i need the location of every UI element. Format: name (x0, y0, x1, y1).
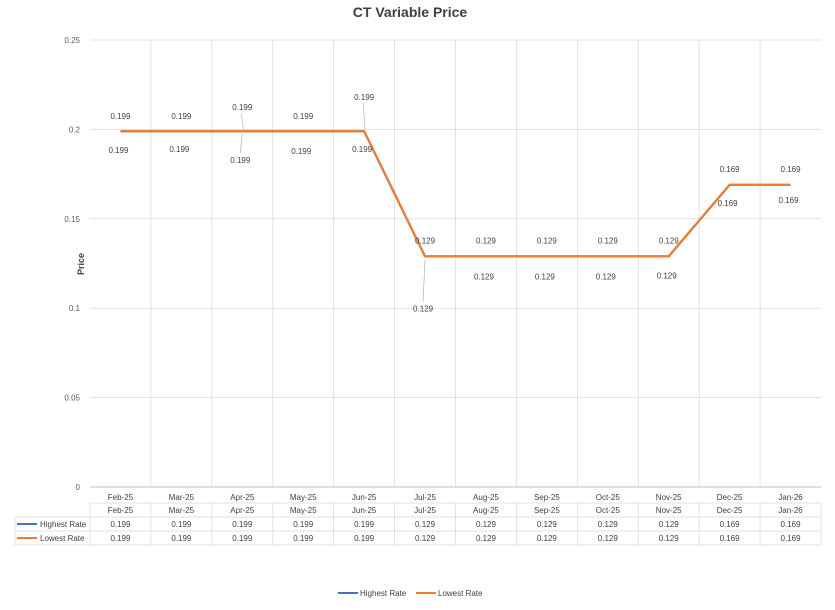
x-tick-label: Apr-25 (230, 493, 255, 502)
data-label-highest: 0.169 (720, 165, 741, 174)
table-value-cell: 0.129 (415, 534, 436, 543)
x-tick-label: Mar-25 (169, 493, 195, 502)
data-label-highest: 0.129 (415, 236, 436, 245)
table-value-cell: 0.199 (171, 534, 192, 543)
data-label-lowest: 0.129 (474, 272, 495, 281)
table-series-name: Highest Rate (40, 520, 87, 529)
y-tick-label: 0 (76, 483, 81, 492)
table-series-name: Lowest Rate (40, 534, 85, 543)
gridlines (90, 40, 821, 487)
table-header-cell: Dec-25 (717, 506, 743, 515)
table-header-cell: Jan-26 (778, 506, 803, 515)
table-value-cell: 0.199 (293, 520, 314, 529)
x-tick-label: Nov-25 (656, 493, 682, 502)
data-label-lowest: 0.199 (291, 147, 312, 156)
table-value-cell: 0.169 (720, 534, 741, 543)
table-header-cell: May-25 (290, 506, 317, 515)
table-value-cell: 0.169 (781, 520, 802, 529)
x-tick-label: Dec-25 (717, 493, 743, 502)
table-header-cell: Oct-25 (596, 506, 621, 515)
table-header-cell: Apr-25 (230, 506, 255, 515)
data-label-lowest: 0.129 (413, 304, 434, 313)
data-label-highest: 0.199 (171, 112, 192, 121)
data-label-highest: 0.129 (537, 236, 558, 245)
table-header-cell: Sep-25 (534, 506, 560, 515)
table-value-cell: 0.129 (659, 534, 680, 543)
legend: Highest Rate Lowest Rate (338, 589, 483, 598)
data-label-lowest: 0.169 (718, 199, 739, 208)
data-label-lowest: 0.199 (108, 146, 129, 155)
data-label-highest: 0.199 (354, 93, 375, 102)
x-tick-label: Sep-25 (534, 493, 560, 502)
y-tick-label: 0.1 (69, 304, 81, 313)
data-label-highest: 0.129 (476, 236, 497, 245)
leader-line (423, 259, 425, 301)
x-tick-label: Jun-25 (352, 493, 377, 502)
y-tick-label: 0.25 (64, 36, 80, 45)
table-value-cell: 0.129 (598, 520, 619, 529)
x-tick-label: Feb-25 (108, 493, 134, 502)
chart-title: CT Variable Price (353, 4, 468, 20)
table-value-cell: 0.129 (476, 520, 497, 529)
leader-line (241, 113, 243, 129)
table-value-cell: 0.129 (537, 534, 558, 543)
table-value-cell: 0.169 (781, 534, 802, 543)
table-value-cell: 0.199 (171, 520, 192, 529)
table-value-cell: 0.129 (476, 534, 497, 543)
table-value-cell: 0.169 (720, 520, 741, 529)
table-header-cell: Mar-25 (169, 506, 195, 515)
data-label-highest: 0.129 (659, 236, 680, 245)
y-tick-label: 0.05 (64, 394, 80, 403)
data-label-highest: 0.129 (598, 236, 619, 245)
table-header-cell: Jun-25 (352, 506, 377, 515)
table-value-cell: 0.199 (354, 534, 375, 543)
table-value-cell: 0.199 (354, 520, 375, 529)
table-value-cell: 0.199 (232, 520, 253, 529)
data-label-highest: 0.199 (110, 112, 131, 121)
table-value-cell: 0.199 (110, 520, 131, 529)
table-header-cell: Jul-25 (414, 506, 436, 515)
data-labels: 0.199 0.199 0.199 0.199 0.199 0.129 0.129 0.129… (108, 93, 801, 313)
x-tick-label: Oct-25 (596, 493, 621, 502)
x-tick-label: Aug-25 (473, 493, 499, 502)
table-value-cell: 0.199 (293, 534, 314, 543)
table-value-cell: 0.199 (110, 534, 131, 543)
table-header-cell: Nov-25 (656, 506, 682, 515)
table-header-cell: Aug-25 (473, 506, 499, 515)
table-value-cell: 0.129 (537, 520, 558, 529)
y-tick-label: 0.15 (64, 215, 80, 224)
data-label-lowest: 0.129 (535, 272, 556, 281)
leader-line (240, 134, 242, 153)
data-label-lowest: 0.129 (657, 271, 678, 280)
table-value-cell: 0.129 (598, 534, 619, 543)
data-label-lowest: 0.199 (352, 145, 373, 154)
legend-label: Lowest Rate (438, 589, 483, 598)
data-label-lowest: 0.199 (169, 145, 190, 154)
table-value-cell: 0.129 (415, 520, 436, 529)
table-value-cell: 0.199 (232, 534, 253, 543)
axis: 0 0.05 0.1 0.15 0.2 0.25 Feb-25 Mar-25 Apr-25 May… (64, 36, 821, 502)
data-label-highest: 0.199 (293, 112, 314, 121)
data-table: Feb-25 Mar-25 Apr-25 May-25 Jun-25 Jul-25 Aug-… (15, 503, 821, 545)
x-tick-label: May-25 (290, 493, 317, 502)
x-tick-label: Jul-25 (414, 493, 436, 502)
table-header-cell: Feb-25 (108, 506, 134, 515)
table-value-cell: 0.129 (659, 520, 680, 529)
data-label-lowest: 0.129 (596, 272, 617, 281)
data-label-highest: 0.199 (232, 103, 253, 112)
y-axis-label: Price (76, 253, 86, 275)
leader-line (363, 103, 365, 129)
y-tick-label: 0.2 (69, 125, 81, 134)
data-label-lowest: 0.169 (779, 196, 800, 205)
x-tick-label: Jan-26 (778, 493, 803, 502)
data-label-highest: 0.169 (781, 165, 802, 174)
data-label-lowest: 0.199 (230, 156, 251, 165)
legend-label: Highest Rate (360, 589, 407, 598)
